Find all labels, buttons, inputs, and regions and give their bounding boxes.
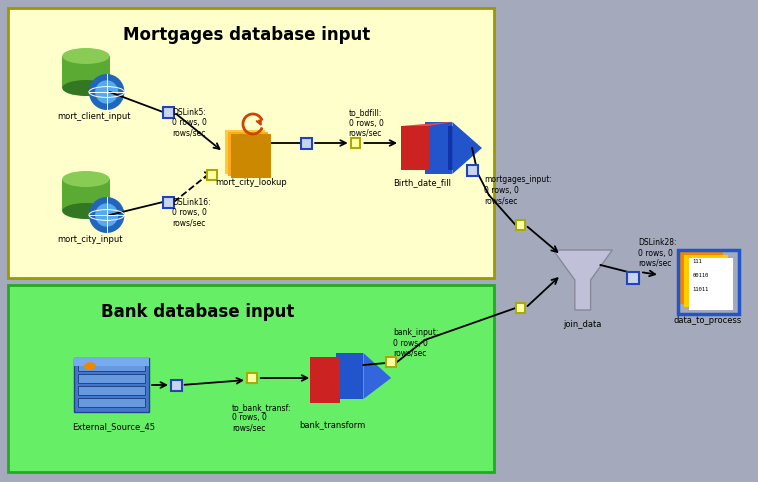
- Text: Bank database input: Bank database input: [101, 303, 294, 321]
- FancyBboxPatch shape: [74, 358, 149, 412]
- Polygon shape: [363, 353, 391, 399]
- FancyBboxPatch shape: [74, 358, 149, 366]
- FancyBboxPatch shape: [684, 255, 728, 307]
- FancyBboxPatch shape: [231, 134, 271, 178]
- FancyBboxPatch shape: [627, 272, 639, 284]
- Text: Birth_date_fill: Birth_date_fill: [393, 178, 451, 187]
- Text: External_Source_45: External_Source_45: [72, 422, 155, 431]
- FancyBboxPatch shape: [679, 252, 723, 304]
- FancyBboxPatch shape: [225, 130, 265, 174]
- FancyBboxPatch shape: [401, 126, 428, 170]
- FancyBboxPatch shape: [62, 56, 110, 88]
- Ellipse shape: [62, 203, 110, 219]
- Text: 111: 111: [692, 259, 702, 264]
- Circle shape: [84, 362, 96, 370]
- Ellipse shape: [62, 80, 110, 96]
- Text: data_to_process: data_to_process: [674, 316, 742, 325]
- FancyBboxPatch shape: [467, 165, 478, 176]
- FancyBboxPatch shape: [78, 398, 146, 407]
- FancyBboxPatch shape: [689, 258, 733, 310]
- Text: mortgages_input:
0 rows, 0
rows/sec: mortgages_input: 0 rows, 0 rows/sec: [484, 175, 552, 205]
- FancyBboxPatch shape: [8, 8, 493, 278]
- Text: 11011: 11011: [692, 287, 709, 292]
- Text: mort_city_input: mort_city_input: [58, 235, 123, 244]
- Text: join_data: join_data: [563, 320, 601, 329]
- Text: Mortgages database input: Mortgages database input: [124, 26, 371, 44]
- FancyBboxPatch shape: [78, 386, 146, 395]
- Text: mort_client_input: mort_client_input: [58, 112, 131, 121]
- FancyBboxPatch shape: [449, 126, 456, 170]
- FancyBboxPatch shape: [208, 170, 218, 180]
- FancyBboxPatch shape: [424, 122, 453, 174]
- FancyBboxPatch shape: [62, 179, 110, 211]
- FancyBboxPatch shape: [301, 138, 312, 149]
- FancyBboxPatch shape: [78, 362, 146, 371]
- Text: bank_transform: bank_transform: [299, 420, 365, 429]
- FancyBboxPatch shape: [163, 197, 174, 208]
- Text: to_bdfill:
0 rows, 0
rows/sec: to_bdfill: 0 rows, 0 rows/sec: [349, 108, 384, 138]
- Ellipse shape: [62, 48, 110, 64]
- FancyBboxPatch shape: [515, 220, 525, 230]
- FancyBboxPatch shape: [247, 373, 257, 383]
- FancyBboxPatch shape: [336, 353, 363, 399]
- FancyBboxPatch shape: [163, 107, 174, 118]
- FancyBboxPatch shape: [310, 357, 340, 403]
- Ellipse shape: [95, 203, 118, 227]
- Text: bank_input:
0 rows, 0
rows/sec: bank_input: 0 rows, 0 rows/sec: [393, 328, 438, 358]
- Text: DSLink5:
0 rows, 0
rows/sec: DSLink5: 0 rows, 0 rows/sec: [172, 108, 207, 138]
- Ellipse shape: [89, 74, 124, 110]
- Polygon shape: [553, 250, 612, 310]
- Text: 00110: 00110: [692, 273, 709, 278]
- FancyBboxPatch shape: [386, 357, 396, 367]
- Ellipse shape: [95, 80, 118, 104]
- Polygon shape: [401, 122, 453, 126]
- FancyBboxPatch shape: [228, 132, 268, 176]
- FancyBboxPatch shape: [351, 138, 361, 148]
- Ellipse shape: [89, 197, 124, 233]
- FancyBboxPatch shape: [689, 258, 733, 310]
- FancyBboxPatch shape: [515, 303, 525, 313]
- FancyBboxPatch shape: [78, 374, 146, 383]
- Text: DSLink16:
0 rows, 0
rows/sec: DSLink16: 0 rows, 0 rows/sec: [172, 198, 211, 228]
- FancyBboxPatch shape: [8, 285, 493, 472]
- Text: to_bank_transf:
0 rows, 0
rows/sec: to_bank_transf: 0 rows, 0 rows/sec: [232, 403, 292, 433]
- Polygon shape: [453, 122, 482, 174]
- FancyBboxPatch shape: [171, 380, 182, 391]
- Ellipse shape: [62, 171, 110, 187]
- Text: mort_city_lookup: mort_city_lookup: [215, 178, 287, 187]
- Text: DSLink28:
0 rows, 0
rows/sec: DSLink28: 0 rows, 0 rows/sec: [638, 238, 677, 268]
